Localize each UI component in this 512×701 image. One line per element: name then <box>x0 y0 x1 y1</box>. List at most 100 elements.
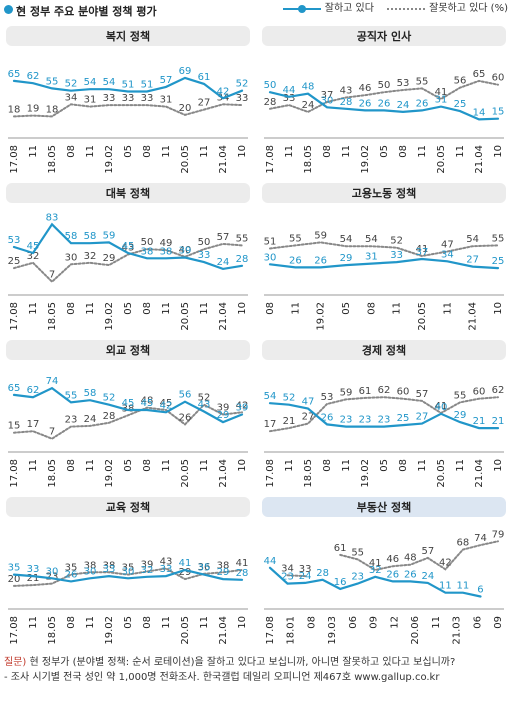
bad-series-label: 21 <box>27 573 40 584</box>
x-tick-label: 18.05 <box>47 616 58 645</box>
good-series-label: 33 <box>103 564 116 575</box>
bad-series-label: 28 <box>103 411 116 422</box>
good-series-label: 26 <box>314 255 327 266</box>
good-series-label: 56 <box>179 390 192 401</box>
x-tick-label: 11 <box>199 459 210 472</box>
bad-series-label: 35 <box>122 563 135 574</box>
x-tick-label: 18.05 <box>303 459 314 488</box>
good-series-label: 30 <box>84 566 97 577</box>
legend-good-label: 잘하고 있다 <box>324 3 374 14</box>
bad-series-label: 41 <box>435 87 448 98</box>
good-series-label: 25 <box>492 256 505 267</box>
good-series-label: 47 <box>302 396 315 407</box>
panel-title-bg <box>6 183 250 203</box>
x-tick-label: 19.02 <box>316 302 327 331</box>
footer-question-prefix: 질문) <box>4 657 27 668</box>
good-series-label: 25 <box>397 413 410 424</box>
good-series-label: 23 <box>378 415 391 426</box>
good-series-label: 65 <box>8 69 21 80</box>
bad-series-label: 23 <box>65 415 78 426</box>
charts-grid: 복지 정책 18 19 18 34 31 33 33 33 31 20 27 34 33 65 62 55 52 5… <box>0 22 512 650</box>
bad-series-label: 46 <box>386 554 399 565</box>
chart-panel-3: 대북 정책 25 32 7 30 32 29 43 50 49 40 50 57 55 53 45 83 58 58… <box>6 183 250 331</box>
x-tick-label: 19.02 <box>104 616 115 645</box>
main-title: 현 정부 주요 분야별 정책 평가 <box>16 5 157 18</box>
x-tick-label: 05 <box>341 302 352 315</box>
good-series-label: 24 <box>421 571 434 582</box>
x-tick-label: 08 <box>142 145 153 158</box>
x-tick-label: 08 <box>142 616 153 629</box>
bad-series-line <box>286 540 499 578</box>
good-series-label: 33 <box>390 250 403 261</box>
bad-series-label: 28 <box>264 97 277 108</box>
bad-series-label: 61 <box>359 386 372 397</box>
good-series-label: 30 <box>46 566 59 577</box>
good-series-label: 43 <box>198 400 211 411</box>
bad-series-label: 52 <box>198 393 211 404</box>
x-tick-label: 21.04 <box>218 616 229 645</box>
x-tick-label: 17.08 <box>9 616 20 645</box>
x-tick-label: 11 <box>290 302 301 315</box>
good-series-label: 55 <box>46 76 59 87</box>
bad-series-label: 43 <box>160 557 173 568</box>
good-series-label: 83 <box>46 212 59 223</box>
x-tick-label: 21.03 <box>452 616 463 645</box>
bad-series-label: 54 <box>340 234 353 245</box>
x-tick-label: 09 <box>493 616 504 629</box>
x-tick-label: 18.01 <box>286 616 297 645</box>
x-tick-label: 11 <box>161 145 172 158</box>
good-series-label: 26 <box>416 98 429 109</box>
bad-series-label: 55 <box>492 233 505 244</box>
x-tick-label: 11 <box>85 459 96 472</box>
x-tick-label: 06 <box>472 616 483 629</box>
good-series-label: 21 <box>492 416 505 427</box>
bad-series-label: 79 <box>492 529 505 540</box>
good-series-label: 21 <box>473 416 486 427</box>
good-series-line <box>12 76 244 100</box>
good-series-label: 26 <box>386 569 399 580</box>
bad-series-label: 43 <box>340 86 353 97</box>
bad-series-label: 57 <box>217 232 230 243</box>
bad-series-line <box>13 103 243 118</box>
bad-series-label: 50 <box>141 237 154 248</box>
chart-panel-4: 고용노동 정책 51 55 59 54 54 52 41 47 54 55 30 26 26 29 31 33 3… <box>262 183 506 331</box>
bad-series-label: 33 <box>103 93 116 104</box>
bad-series-label: 53 <box>397 78 410 89</box>
good-series-label: 61 <box>198 72 211 83</box>
x-tick-label: 11 <box>392 302 403 315</box>
bad-series-label: 34 <box>281 563 294 574</box>
good-series-label: 35 <box>198 563 211 574</box>
good-series-label: 29 <box>340 253 353 264</box>
bad-series-label: 52 <box>390 236 403 247</box>
good-series-label: 62 <box>27 71 40 82</box>
x-tick-label: 08 <box>142 459 153 472</box>
bad-series-label: 60 <box>492 73 505 84</box>
x-tick-label: 21.04 <box>218 459 229 488</box>
bad-series-label: 20 <box>179 103 192 114</box>
bad-series-label: 50 <box>378 80 391 91</box>
panel-title: 부동산 정책 <box>357 500 411 514</box>
good-series-line <box>12 386 244 424</box>
bad-series-line <box>13 403 243 440</box>
bad-series-label: 36 <box>198 562 211 573</box>
bad-series-label: 59 <box>340 387 353 398</box>
bad-series-label: 60 <box>473 387 486 398</box>
good-series-label: 42 <box>217 86 230 97</box>
good-series-label: 32 <box>369 565 382 576</box>
good-series-label: 23 <box>340 415 353 426</box>
bad-series-label: 41 <box>435 401 448 412</box>
x-tick-label: 11 <box>28 616 39 629</box>
x-tick-label: 18.05 <box>47 302 58 331</box>
good-series-label: 11 <box>439 581 452 592</box>
legend-bad-line-icon <box>387 8 426 10</box>
good-series-label: 30 <box>122 566 135 577</box>
good-series-label: 32 <box>141 565 154 576</box>
good-series-label: 24 <box>217 257 230 268</box>
good-series-label: 27 <box>416 412 429 423</box>
x-tick-label: 21.04 <box>218 302 229 331</box>
bad-series-label: 26 <box>179 412 192 423</box>
x-tick-label: 11 <box>199 302 210 315</box>
x-tick-label: 05 <box>379 459 390 472</box>
good-series-label: 45 <box>122 241 135 252</box>
